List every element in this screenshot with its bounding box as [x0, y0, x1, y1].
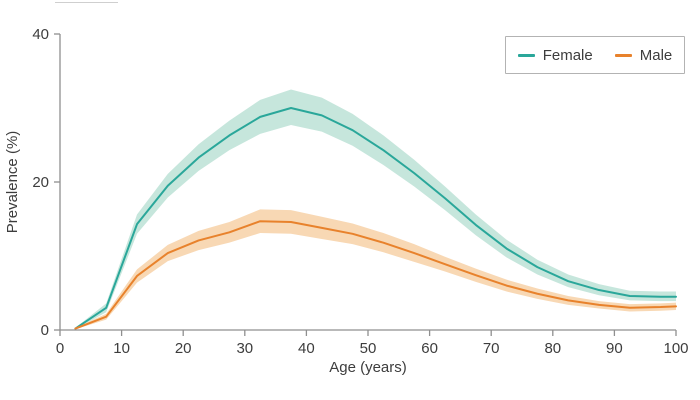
legend-label-male: Male	[639, 46, 673, 64]
x-tick-10: 10	[113, 340, 130, 357]
x-tick-80: 80	[544, 340, 561, 357]
y-axis-label: Prevalence (%)	[4, 131, 21, 234]
x-tick-100: 100	[663, 340, 688, 357]
x-tick-30: 30	[236, 340, 253, 357]
x-tick-20: 20	[175, 340, 192, 357]
legend-item-male: Male	[614, 46, 673, 64]
x-axis-label: Age (years)	[329, 359, 407, 376]
male-confidence-band	[75, 209, 676, 330]
legend-item-female: Female	[517, 46, 593, 64]
legend: Female Male	[505, 36, 685, 74]
y-tick-40: 40	[32, 26, 49, 43]
female-confidence-band	[75, 89, 676, 330]
x-tick-0: 0	[56, 340, 64, 357]
y-tick-0: 0	[41, 322, 49, 339]
x-tick-60: 60	[421, 340, 438, 357]
tick-labels: 0 20 40 0 10 20 30 40 50 60 70 80 90 100	[32, 26, 688, 357]
male-line-swatch-icon	[614, 53, 632, 57]
series-lines	[74, 107, 677, 330]
top-border-rule	[55, 2, 118, 3]
x-tick-90: 90	[606, 340, 623, 357]
x-tick-50: 50	[360, 340, 377, 357]
female-prevalence-line	[74, 107, 677, 330]
confidence-bands	[75, 89, 676, 330]
x-tick-70: 70	[483, 340, 500, 357]
x-tick-40: 40	[298, 340, 315, 357]
y-tick-20: 20	[32, 174, 49, 191]
male-prevalence-line	[74, 220, 677, 330]
legend-label-female: Female	[542, 46, 593, 64]
axes	[54, 33, 677, 336]
female-line-swatch-icon	[517, 53, 535, 57]
